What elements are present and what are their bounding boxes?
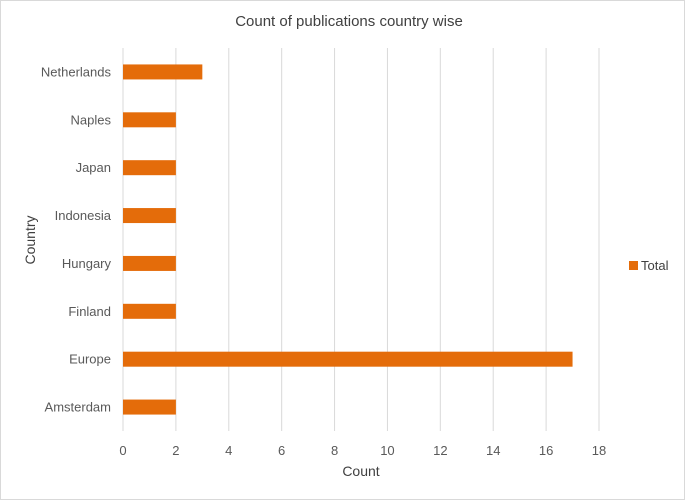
bar-europe (123, 351, 573, 367)
x-tick-label: 10 (380, 443, 394, 458)
x-tick-label: 16 (539, 443, 553, 458)
y-category-labels: Netherlands Naples Japan Indonesia Hungary Fi… (41, 64, 112, 414)
y-category-label: Finland (68, 304, 111, 319)
legend-swatch (629, 261, 638, 270)
x-tick-label: 4 (225, 443, 232, 458)
y-category-label: Netherlands (41, 64, 112, 79)
chart-title: Count of publications country wise (235, 13, 463, 30)
bar-naples (123, 112, 176, 128)
y-category-label: Hungary (62, 256, 112, 271)
bar-finland (123, 303, 176, 319)
y-category-label: Japan (76, 160, 111, 175)
x-tick-label: 2 (172, 443, 179, 458)
x-tick-label: 18 (592, 443, 606, 458)
bar-japan (123, 160, 176, 176)
bars (123, 64, 573, 415)
gridlines (122, 48, 600, 431)
y-category-label: Amsterdam (45, 400, 111, 415)
x-tick-label: 0 (119, 443, 126, 458)
y-axis-title: Country (22, 215, 38, 264)
y-category-label: Naples (71, 112, 112, 127)
bar-hungary (123, 255, 176, 271)
bar-amsterdam (123, 399, 176, 415)
x-axis-title: Count (342, 463, 379, 479)
bar-netherlands (123, 64, 203, 80)
x-tick-label: 6 (278, 443, 285, 458)
y-category-label: Indonesia (55, 208, 112, 223)
bar-indonesia (123, 208, 176, 224)
x-tick-label: 14 (486, 443, 500, 458)
y-category-label: Europe (69, 352, 111, 367)
legend-label: Total (641, 258, 669, 273)
x-tick-label: 8 (331, 443, 338, 458)
x-tick-label: 12 (433, 443, 447, 458)
x-tick-labels: 0 2 4 6 8 10 12 14 16 18 (119, 443, 606, 458)
legend: Total (629, 258, 669, 273)
